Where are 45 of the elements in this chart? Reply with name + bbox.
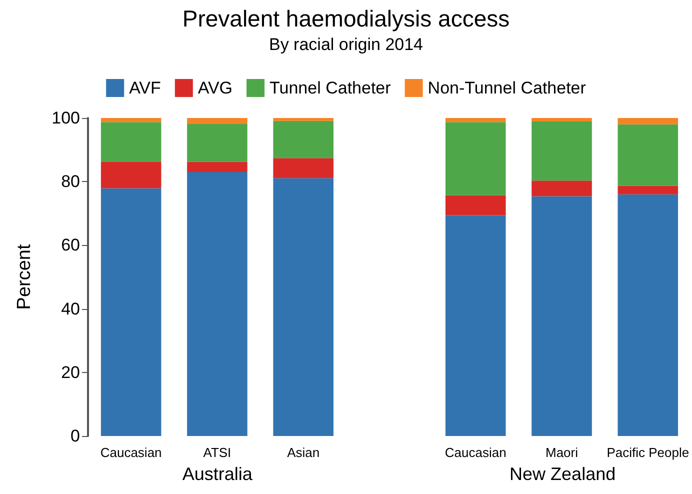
bar (100, 162, 162, 188)
x-tick-label: Asian (287, 445, 320, 460)
bar (273, 118, 334, 121)
y-tick-label: 0 (70, 426, 80, 446)
y-tick-label: 40 (61, 299, 80, 318)
bar (187, 162, 248, 172)
bar (100, 188, 162, 436)
bar (532, 118, 592, 122)
bar (273, 178, 334, 436)
bar (100, 122, 162, 162)
bar (618, 186, 678, 194)
bar (618, 118, 678, 124)
y-tick-label: 20 (61, 362, 80, 382)
bar (187, 124, 248, 162)
y-tick-label: 80 (61, 172, 80, 192)
bar (445, 215, 506, 436)
bar (187, 118, 248, 124)
text: New Zealand (510, 464, 616, 484)
x-tick-label: Caucasian (100, 445, 162, 460)
bar (618, 194, 678, 436)
legend-label: AVG (198, 78, 233, 98)
bar (532, 180, 592, 196)
bar (445, 118, 506, 122)
x-tick-label: ATSI (203, 445, 232, 460)
bar (273, 158, 334, 178)
legend-label: AVF (129, 78, 161, 98)
legend-label: Tunnel Catheter (270, 78, 392, 98)
y-tick-label: 60 (61, 236, 80, 255)
y-axis-title: Percent (14, 244, 35, 310)
x-tick-label: Caucasian (444, 445, 506, 460)
text: Australia (182, 464, 254, 484)
bar (273, 120, 334, 158)
bar (187, 172, 248, 436)
legend-label: Non-Tunnel Catheter (428, 78, 586, 98)
bar (100, 118, 162, 122)
bar (445, 195, 506, 216)
chart-title: Prevalent haemodialysis access (182, 6, 510, 32)
bar (618, 124, 678, 186)
bar (445, 122, 506, 196)
bar (532, 196, 592, 436)
x-tick-label: Pacific People (606, 445, 690, 460)
y-tick-label: 100 (52, 108, 80, 128)
bar (532, 122, 592, 181)
chart-subtitle: By racial origin 2014 (268, 35, 424, 54)
x-tick-label: Maori (545, 445, 578, 460)
